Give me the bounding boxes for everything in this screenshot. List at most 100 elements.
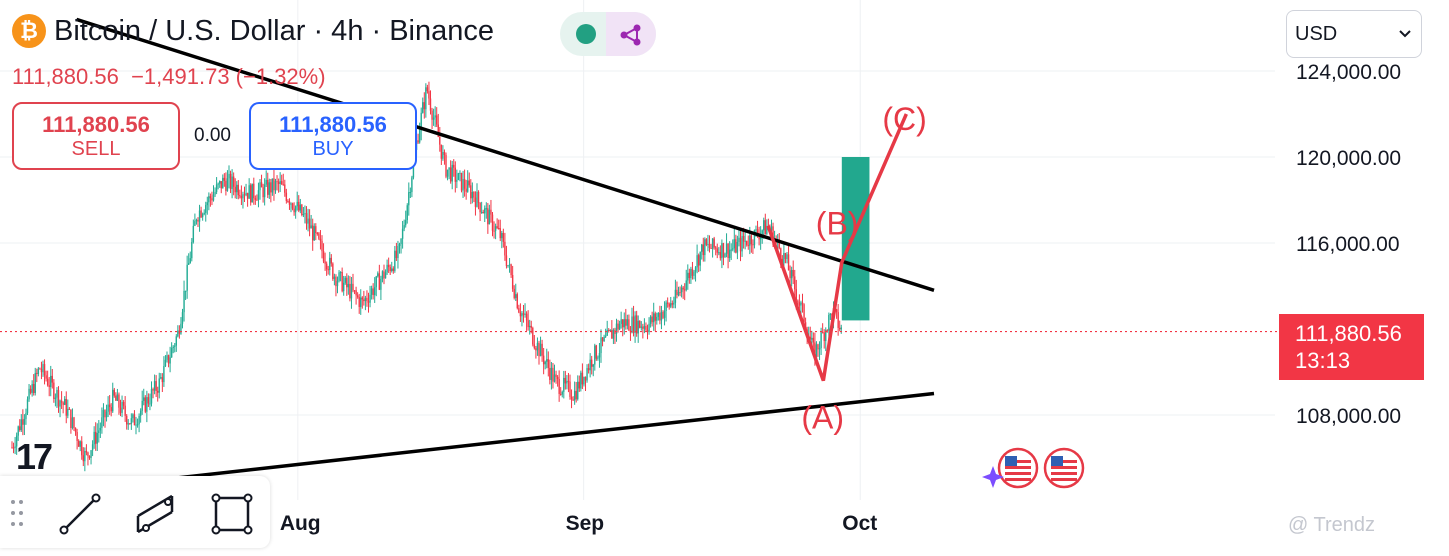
candle-body <box>51 375 53 383</box>
candle-body <box>449 167 452 182</box>
candle-body <box>618 323 621 330</box>
candle-body <box>11 447 13 449</box>
candle-body <box>332 263 334 279</box>
candle-body <box>463 179 466 189</box>
candle-body <box>389 267 391 272</box>
candle-body <box>36 372 38 374</box>
candle-body <box>40 369 43 373</box>
candle-body <box>367 301 370 303</box>
candle-body <box>702 244 704 256</box>
candle-body <box>730 249 732 251</box>
candle-body <box>259 182 261 191</box>
rectangle-tool-icon[interactable] <box>208 490 256 538</box>
symbol-title[interactable]: Bitcoin / U.S. Dollar · 4h · Binance <box>54 14 495 47</box>
candle-body <box>639 320 641 328</box>
candle-body <box>336 280 339 287</box>
price-axis-label: 116,000.00 <box>1296 233 1400 256</box>
candle-body <box>480 211 483 213</box>
candle-body <box>789 270 791 279</box>
parallel-channel-tool-icon[interactable] <box>132 490 180 538</box>
candle-body <box>626 319 629 326</box>
candle-body <box>46 378 49 386</box>
candle-body <box>240 195 243 199</box>
candle-body <box>488 209 491 225</box>
candle-body <box>107 404 109 412</box>
candle-body <box>546 359 548 362</box>
candle-body <box>178 330 181 334</box>
grip-handle-icon[interactable] <box>10 498 24 528</box>
candle-body <box>126 415 128 425</box>
buy-button[interactable]: 111,880.56 BUY <box>249 102 417 170</box>
candle-body <box>358 297 360 307</box>
candle-body <box>741 235 743 252</box>
candle-body <box>758 235 760 240</box>
candle-body <box>425 87 427 110</box>
candle-body <box>285 192 288 201</box>
candle-body <box>451 164 453 182</box>
target-zone-box[interactable] <box>841 157 870 321</box>
status-indicators[interactable] <box>560 12 656 56</box>
candle-body <box>91 444 94 451</box>
us-flag-icon[interactable] <box>997 447 1039 489</box>
candle-body <box>343 282 345 292</box>
candle-body <box>622 319 624 328</box>
candle-body <box>705 239 708 245</box>
candle-body <box>837 312 839 328</box>
us-flag-icon[interactable] <box>1043 447 1085 489</box>
candle-body <box>595 345 598 359</box>
candle-body <box>459 172 461 174</box>
candle-body <box>589 359 591 371</box>
candle-body <box>756 229 759 236</box>
candle-body <box>707 243 709 245</box>
trendline[interactable] <box>76 17 935 292</box>
candle-body <box>180 323 182 334</box>
bar-countdown: 13:13 <box>1295 348 1351 373</box>
bitcoin-icon[interactable]: ₿ <box>12 14 46 48</box>
trend-line-tool-icon[interactable] <box>56 490 104 538</box>
candle-body <box>587 368 590 371</box>
candle-body <box>708 243 711 248</box>
candle-body <box>88 455 91 458</box>
candle-body <box>290 203 292 205</box>
candle-body <box>453 164 455 168</box>
candle-body <box>635 315 638 334</box>
candle-body <box>544 361 546 365</box>
candle-body <box>133 414 136 426</box>
candle-body <box>112 389 114 412</box>
spread-value: 0.00 <box>194 125 231 146</box>
wave-label: (A) <box>801 400 844 436</box>
candle-body <box>327 269 329 271</box>
candle-body <box>746 240 748 245</box>
candle-body <box>253 183 255 199</box>
us-flag-icon <box>1051 472 1077 475</box>
candle-body <box>329 257 331 270</box>
candle-body <box>150 388 153 404</box>
candle-body <box>685 280 687 290</box>
sell-button[interactable]: 111,880.56 SELL <box>12 102 180 170</box>
candle-body <box>578 381 580 389</box>
candle-body <box>304 213 306 215</box>
candle-body <box>825 330 827 342</box>
candle-body <box>628 319 630 331</box>
candle-body <box>85 451 88 453</box>
candle-body <box>801 302 804 305</box>
candle-body <box>541 343 543 356</box>
candle-body <box>761 230 763 235</box>
candle-body <box>203 212 205 215</box>
candle-body <box>823 332 825 342</box>
tradingview-logo: 17 <box>16 436 53 477</box>
buy-price: 111,880.56 <box>279 111 387 137</box>
candle-body <box>577 381 579 400</box>
candle-body <box>181 312 184 324</box>
trendline[interactable] <box>85 391 935 490</box>
currency-select[interactable]: USD <box>1286 10 1422 58</box>
candle-body <box>684 289 686 291</box>
candle-body <box>87 452 89 456</box>
candle-body <box>212 194 215 201</box>
elliott-wave-path[interactable] <box>766 113 908 382</box>
candle-body <box>324 261 326 264</box>
candle-body <box>301 204 303 215</box>
candle-body <box>129 423 131 425</box>
candle-body <box>147 397 150 404</box>
